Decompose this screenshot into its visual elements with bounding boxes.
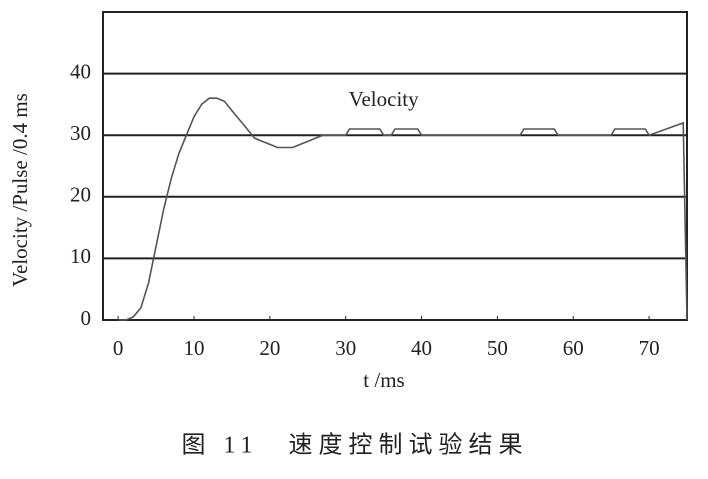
series-label: Velocity: [349, 87, 419, 111]
x-tick-label: 50: [487, 336, 508, 360]
x-tick-label: 70: [639, 336, 660, 360]
x-tick-label: 40: [411, 336, 432, 360]
y-tick-label: 0: [81, 306, 92, 330]
x-tick-label: 10: [184, 336, 205, 360]
caption: 图 11 速度控制试验结果: [181, 432, 528, 459]
x-tick-label: 20: [259, 336, 280, 360]
x-tick-label: 60: [563, 336, 584, 360]
y-tick-label: 10: [70, 244, 91, 268]
x-tick-label: 30: [335, 336, 356, 360]
y-tick-label: 20: [70, 183, 91, 207]
x-axis-label: t /ms: [363, 368, 404, 392]
y-tick-label: 30: [70, 121, 91, 145]
y-tick-label: 40: [70, 59, 91, 83]
y-axis-label: Velocity /Pulse /0.4 ms: [8, 93, 32, 287]
x-tick-label: 0: [113, 336, 124, 360]
plot-frame: [102, 11, 688, 321]
series-line: [118, 97, 688, 321]
